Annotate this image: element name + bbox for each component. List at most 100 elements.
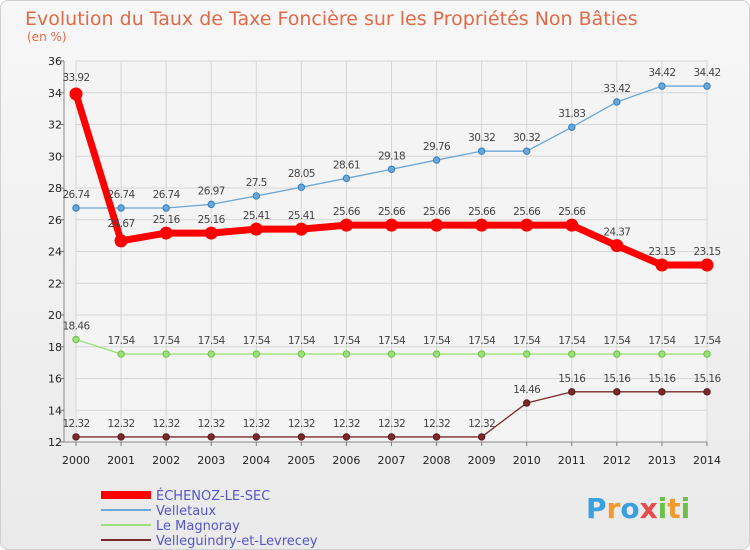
- data-point: [294, 222, 308, 236]
- data-label: 17.54: [693, 335, 721, 347]
- data-point: [475, 218, 489, 232]
- data-point: [207, 200, 215, 209]
- x-tick-label: 2004: [242, 454, 270, 467]
- data-label: 12.32: [243, 418, 270, 430]
- data-label: 26.74: [62, 189, 90, 201]
- data-label: 12.32: [198, 418, 225, 430]
- y-tick-label: 30: [48, 150, 62, 163]
- logo-letter: x: [640, 492, 658, 525]
- data-label: 17.54: [423, 335, 451, 347]
- data-label: 17.54: [648, 335, 676, 347]
- data-point: [387, 165, 396, 173]
- x-tick-label: 2003: [197, 454, 225, 467]
- data-point: [387, 433, 396, 441]
- grid: [75, 60, 708, 443]
- y-tick-label: 12: [48, 436, 62, 449]
- data-label: 17.54: [558, 335, 586, 347]
- data-point: [565, 218, 579, 232]
- data-point: [477, 350, 486, 358]
- data-point: [477, 147, 486, 155]
- data-point: [520, 218, 534, 232]
- data-label: 17.54: [513, 335, 541, 347]
- data-label: 25.41: [243, 210, 270, 222]
- data-label: 12.32: [108, 418, 135, 430]
- data-point: [162, 350, 170, 358]
- data-point: [159, 226, 173, 240]
- data-label: 12.32: [468, 418, 495, 430]
- data-point: [342, 433, 351, 441]
- data-label: 17.54: [108, 335, 136, 347]
- data-point: [655, 258, 669, 272]
- data-label: 26.97: [198, 185, 225, 197]
- data-label: 17.54: [468, 335, 496, 347]
- y-tick-label: 18: [48, 341, 62, 354]
- data-label: 17.54: [198, 335, 226, 347]
- data-label: 25.16: [153, 214, 181, 226]
- data-point: [342, 174, 351, 183]
- data-point: [658, 388, 666, 396]
- data-point: [69, 87, 83, 101]
- logo-letter: i: [681, 492, 691, 525]
- data-point: [430, 218, 444, 232]
- y-tick-label: 24: [48, 246, 62, 259]
- data-point: [162, 204, 170, 212]
- x-tick-label: 2000: [62, 454, 90, 467]
- data-label: 12.32: [423, 418, 450, 430]
- data-label: 25.66: [423, 206, 451, 218]
- data-label: 17.54: [603, 335, 631, 347]
- data-point: [117, 204, 125, 212]
- data-point: [523, 147, 531, 155]
- logo-letter: t: [667, 492, 680, 525]
- data-label: 25.66: [513, 206, 541, 218]
- logo-letter: P: [586, 492, 607, 525]
- y-tick-label: 22: [48, 277, 62, 290]
- data-point: [114, 234, 128, 248]
- data-point: [297, 183, 306, 191]
- data-label: 26.74: [153, 189, 181, 201]
- data-point: [613, 98, 621, 106]
- data-label: 30.32: [468, 132, 495, 144]
- data-point: [385, 218, 398, 232]
- data-point: [252, 192, 260, 200]
- data-point: [249, 222, 263, 236]
- data-label: 34.42: [648, 67, 675, 79]
- data-label: 14.46: [513, 384, 541, 396]
- x-tick-label: 2011: [558, 454, 586, 467]
- y-tick-label: 16: [48, 373, 62, 386]
- data-label: 15.16: [558, 373, 586, 385]
- data-point: [700, 258, 714, 272]
- data-point: [252, 433, 260, 441]
- data-point: [568, 350, 576, 358]
- logo-letter: i: [658, 492, 668, 525]
- data-label: 28.05: [288, 168, 315, 180]
- data-label: 17.54: [288, 335, 316, 347]
- y-tick-label: 32: [48, 119, 62, 132]
- data-label: 12.32: [333, 418, 360, 430]
- y-tick-label: 28: [48, 182, 62, 195]
- data-label: 12.32: [153, 418, 180, 430]
- data-label: 28.61: [333, 159, 360, 171]
- data-label: 15.16: [648, 373, 676, 385]
- data-label: 23.15: [648, 246, 675, 258]
- data-point: [523, 399, 531, 407]
- data-label: 25.66: [468, 206, 496, 218]
- data-point: [72, 335, 80, 344]
- axes: 12 14 16 18 20 22 24 26 28 30 32 34 36 2000 2001 2002 20…: [48, 55, 721, 467]
- chart-title: Evolution du Taux de Taxe Foncière sur l…: [25, 8, 638, 30]
- data-label: 17.54: [333, 335, 361, 347]
- data-label: 25.66: [333, 206, 361, 218]
- data-label: 26.74: [108, 189, 136, 201]
- data-label: 23.15: [693, 246, 720, 258]
- data-point: [613, 388, 621, 396]
- data-label: 25.66: [378, 206, 406, 218]
- x-tick-label: 2006: [332, 454, 360, 467]
- data-label: 17.54: [378, 335, 406, 347]
- data-label: 17.54: [243, 335, 271, 347]
- data-label: 24.67: [108, 218, 135, 230]
- data-label: 17.54: [153, 335, 181, 347]
- legend-label: Le Magnoray: [156, 519, 240, 534]
- x-tick-label: 2007: [378, 454, 406, 467]
- data-point: [72, 433, 80, 441]
- data-point: [432, 350, 441, 358]
